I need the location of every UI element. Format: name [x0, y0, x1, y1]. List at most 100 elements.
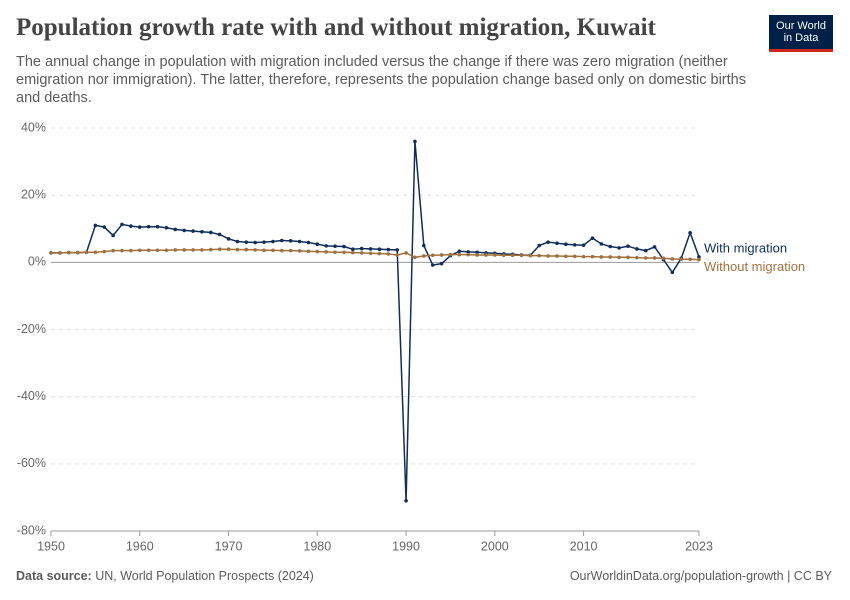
point — [608, 244, 613, 249]
point — [333, 244, 337, 249]
point — [297, 249, 302, 253]
point — [155, 224, 160, 229]
point — [208, 230, 213, 235]
y-tick-label: -80% — [17, 523, 46, 537]
point — [111, 233, 115, 238]
point — [457, 249, 462, 254]
point — [670, 257, 675, 261]
point — [351, 247, 355, 252]
point — [271, 248, 275, 253]
point — [537, 253, 542, 258]
point — [120, 222, 124, 227]
point — [581, 254, 586, 259]
logo[interactable]: Our World in Data — [769, 15, 833, 52]
point — [324, 250, 328, 254]
y-tick-label: -20% — [17, 322, 46, 336]
point — [164, 225, 169, 230]
y-tick-label: 20% — [21, 187, 46, 201]
point — [155, 248, 160, 253]
point — [297, 239, 302, 244]
point — [697, 255, 701, 259]
point — [146, 248, 151, 253]
point — [342, 244, 346, 249]
point — [102, 225, 107, 229]
point — [572, 254, 577, 259]
point — [377, 247, 382, 252]
x-tick-label: 2023 — [685, 539, 713, 553]
point — [262, 248, 266, 253]
point — [253, 240, 257, 245]
point — [688, 230, 692, 235]
point — [564, 254, 568, 259]
point — [253, 248, 257, 252]
source: Data source: UN, World Population Prospe… — [16, 569, 314, 583]
point — [528, 253, 533, 258]
x-tick-label: 2000 — [481, 539, 509, 553]
point — [466, 250, 471, 254]
y-tick-label: 40% — [21, 120, 46, 134]
point — [626, 244, 630, 249]
point — [93, 223, 98, 228]
point — [244, 247, 249, 252]
url[interactable]: OurWorldinData.org/population-growth | C… — [569, 569, 832, 583]
point — [537, 243, 542, 248]
point — [58, 251, 62, 255]
point — [688, 257, 692, 262]
series-label: Without migration — [704, 259, 805, 274]
point — [191, 229, 195, 233]
point — [315, 249, 320, 254]
point — [351, 250, 355, 255]
point — [333, 250, 337, 255]
point — [342, 250, 346, 255]
point — [599, 255, 604, 259]
x-tick-label: 2010 — [570, 539, 598, 553]
point — [386, 247, 391, 252]
chart-title: Population growth rate with and without … — [16, 14, 656, 41]
point — [208, 247, 213, 252]
logo-text: in Data — [783, 32, 819, 44]
point — [288, 239, 293, 243]
point — [182, 248, 186, 252]
point — [217, 232, 222, 237]
point — [137, 225, 142, 229]
point — [617, 255, 621, 260]
y-tick-label: 0% — [28, 255, 46, 269]
y-tick-label: -60% — [17, 456, 46, 470]
point — [164, 248, 169, 253]
point — [217, 247, 222, 252]
point — [643, 256, 648, 260]
point — [599, 242, 604, 246]
point — [590, 254, 595, 259]
chart-subtitle: The annual change in population with mig… — [16, 54, 746, 106]
point — [413, 255, 417, 260]
point — [395, 253, 399, 257]
point — [555, 241, 559, 245]
point — [359, 246, 364, 251]
series-label: With migration — [704, 240, 787, 255]
point — [146, 224, 151, 229]
point — [484, 253, 488, 257]
point — [137, 248, 142, 253]
point — [235, 247, 240, 252]
point — [475, 253, 479, 257]
point — [368, 251, 373, 256]
point — [173, 227, 178, 232]
x-tick-label: 1960 — [126, 539, 154, 553]
point — [635, 247, 639, 251]
point — [439, 253, 444, 257]
point — [422, 243, 426, 248]
point — [430, 253, 435, 258]
x-tick-label: 1950 — [37, 539, 65, 553]
point — [226, 247, 231, 252]
point — [200, 229, 204, 234]
point — [466, 252, 471, 257]
point — [572, 243, 577, 247]
point — [519, 253, 524, 258]
point — [75, 250, 80, 255]
point — [670, 270, 675, 275]
point — [200, 248, 204, 252]
point — [404, 498, 408, 503]
point — [306, 240, 311, 245]
point — [564, 242, 568, 246]
y-tick-label: -40% — [17, 389, 46, 403]
